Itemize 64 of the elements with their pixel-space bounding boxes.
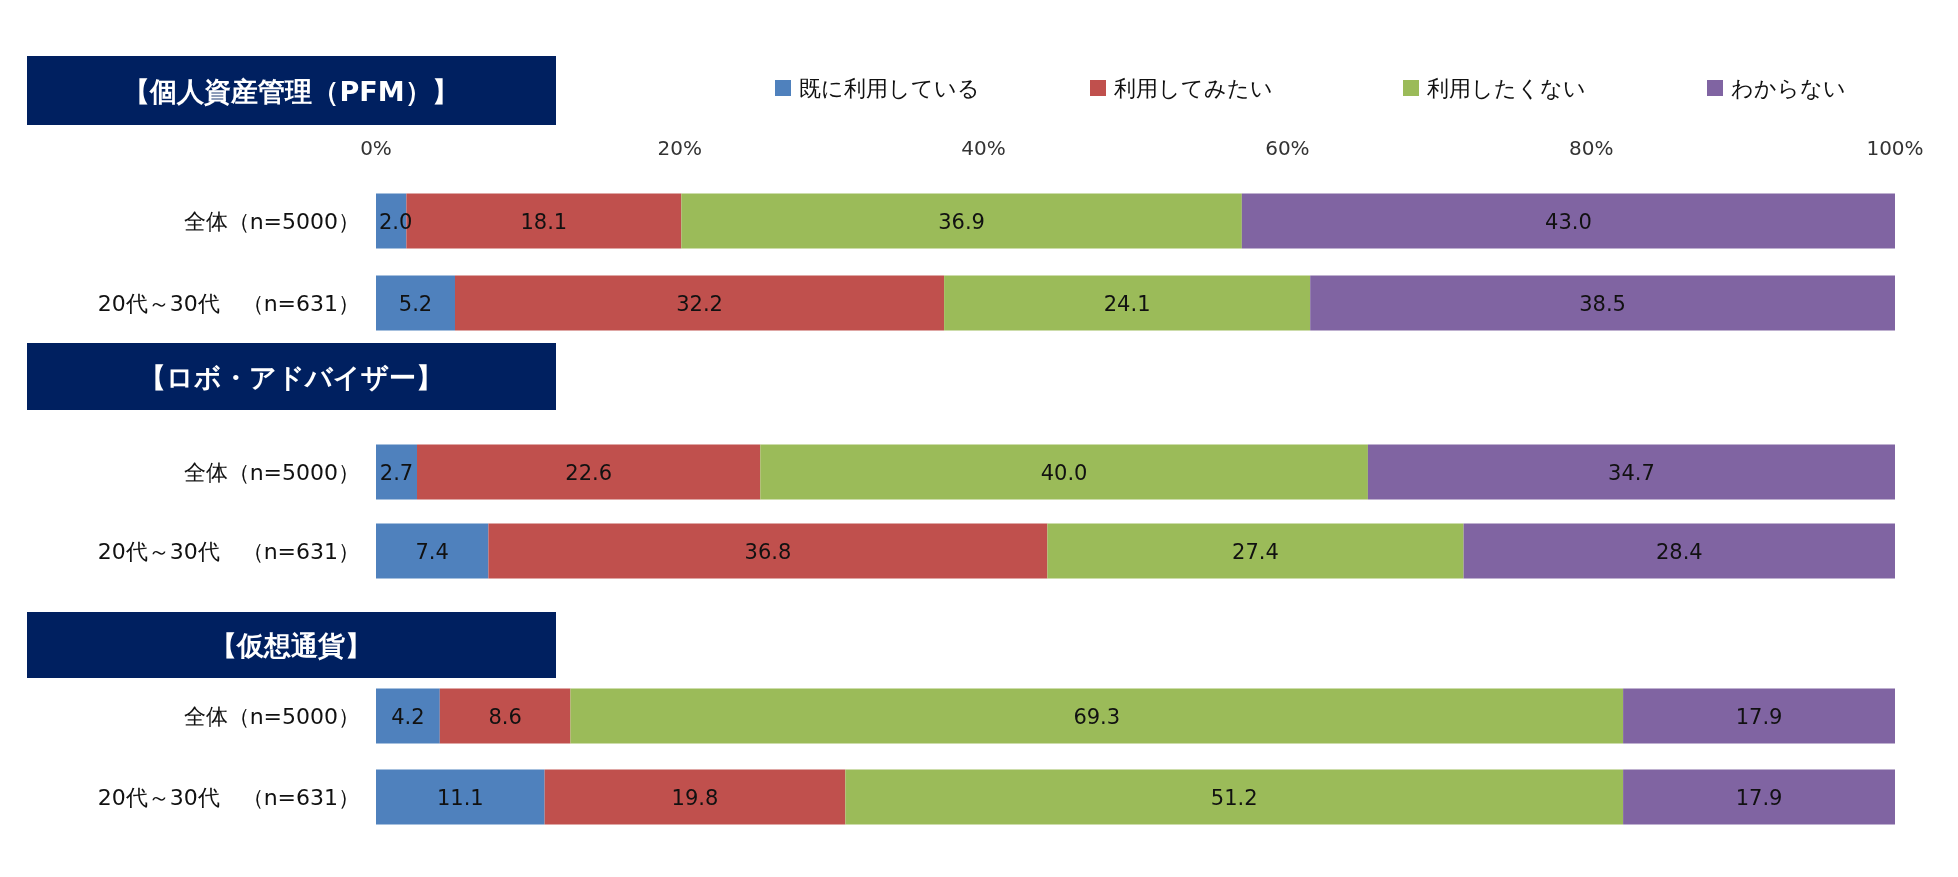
data-label: 36.9 <box>938 210 985 234</box>
data-label: 34.7 <box>1608 461 1655 485</box>
data-label: 32.2 <box>676 292 723 316</box>
chart-title: 【ロボ・アドバイザー】 <box>139 361 443 393</box>
x-tick-label: 60% <box>1265 136 1310 160</box>
y-tick-label: 20代～30代 （n=631） <box>97 291 360 316</box>
bar <box>1047 523 1464 579</box>
data-label: 27.4 <box>1232 540 1279 564</box>
bar <box>845 769 1624 825</box>
bar <box>376 688 440 744</box>
x-tick-label: 40% <box>961 136 1006 160</box>
data-label: 2.7 <box>379 461 414 485</box>
bar <box>1623 688 1895 744</box>
y-tick-label: 20代～30代 （n=631） <box>97 785 360 810</box>
y-tick-label: 全体（n=5000） <box>183 460 360 485</box>
data-label: 24.1 <box>1103 292 1151 316</box>
bar <box>760 444 1368 500</box>
bar <box>376 444 418 500</box>
bar <box>1463 523 1895 579</box>
data-label: 5.2 <box>398 292 433 316</box>
data-label: 22.6 <box>565 461 613 485</box>
data-label: 69.3 <box>1073 705 1121 729</box>
y-tick-label: 全体（n=5000） <box>183 704 360 729</box>
data-label: 51.2 <box>1210 786 1258 810</box>
x-tick-label: 80% <box>1568 136 1614 160</box>
data-label: 19.8 <box>671 786 719 810</box>
x-tick-label: 100% <box>1866 136 1924 160</box>
x-tick-label: 0% <box>360 136 392 160</box>
data-label: 38.5 <box>1579 292 1626 316</box>
data-label: 43.0 <box>1545 210 1592 234</box>
data-label: 40.0 <box>1040 461 1088 485</box>
bar <box>376 275 455 331</box>
data-label: 4.2 <box>391 705 425 729</box>
bar <box>570 688 1624 744</box>
data-label: 18.1 <box>520 210 568 234</box>
legend-label: わからない <box>1731 76 1846 101</box>
bar <box>1241 193 1895 249</box>
bar <box>454 275 945 331</box>
bar <box>1310 275 1896 331</box>
data-label: 7.4 <box>415 540 449 564</box>
data-label: 17.9 <box>1735 786 1783 810</box>
bar <box>417 444 761 500</box>
bar <box>681 193 1242 249</box>
bar <box>544 769 846 825</box>
legend-label: 利用したくない <box>1427 76 1586 101</box>
data-label: 28.4 <box>1655 540 1703 564</box>
chart-title: 【個人資産管理（PFM）】 <box>123 75 459 107</box>
data-label: 17.9 <box>1735 705 1783 729</box>
y-tick-label: 20代～30代 （n=631） <box>97 539 360 564</box>
data-label: 36.8 <box>744 540 792 564</box>
chart-title: 【仮想通貨】 <box>210 630 372 661</box>
bar <box>1623 769 1895 825</box>
bar <box>944 275 1311 331</box>
y-tick-label: 全体（n=5000） <box>183 209 360 234</box>
bar <box>1367 444 1895 500</box>
legend-label: 利用してみたい <box>1114 76 1273 101</box>
data-label: 11.1 <box>436 786 484 810</box>
bar <box>376 769 545 825</box>
data-label: 8.6 <box>488 705 522 729</box>
bar <box>439 688 571 744</box>
legend-label: 既に利用している <box>799 76 980 101</box>
bar <box>488 523 1048 579</box>
x-tick-label: 20% <box>657 136 703 160</box>
bar <box>376 523 489 579</box>
